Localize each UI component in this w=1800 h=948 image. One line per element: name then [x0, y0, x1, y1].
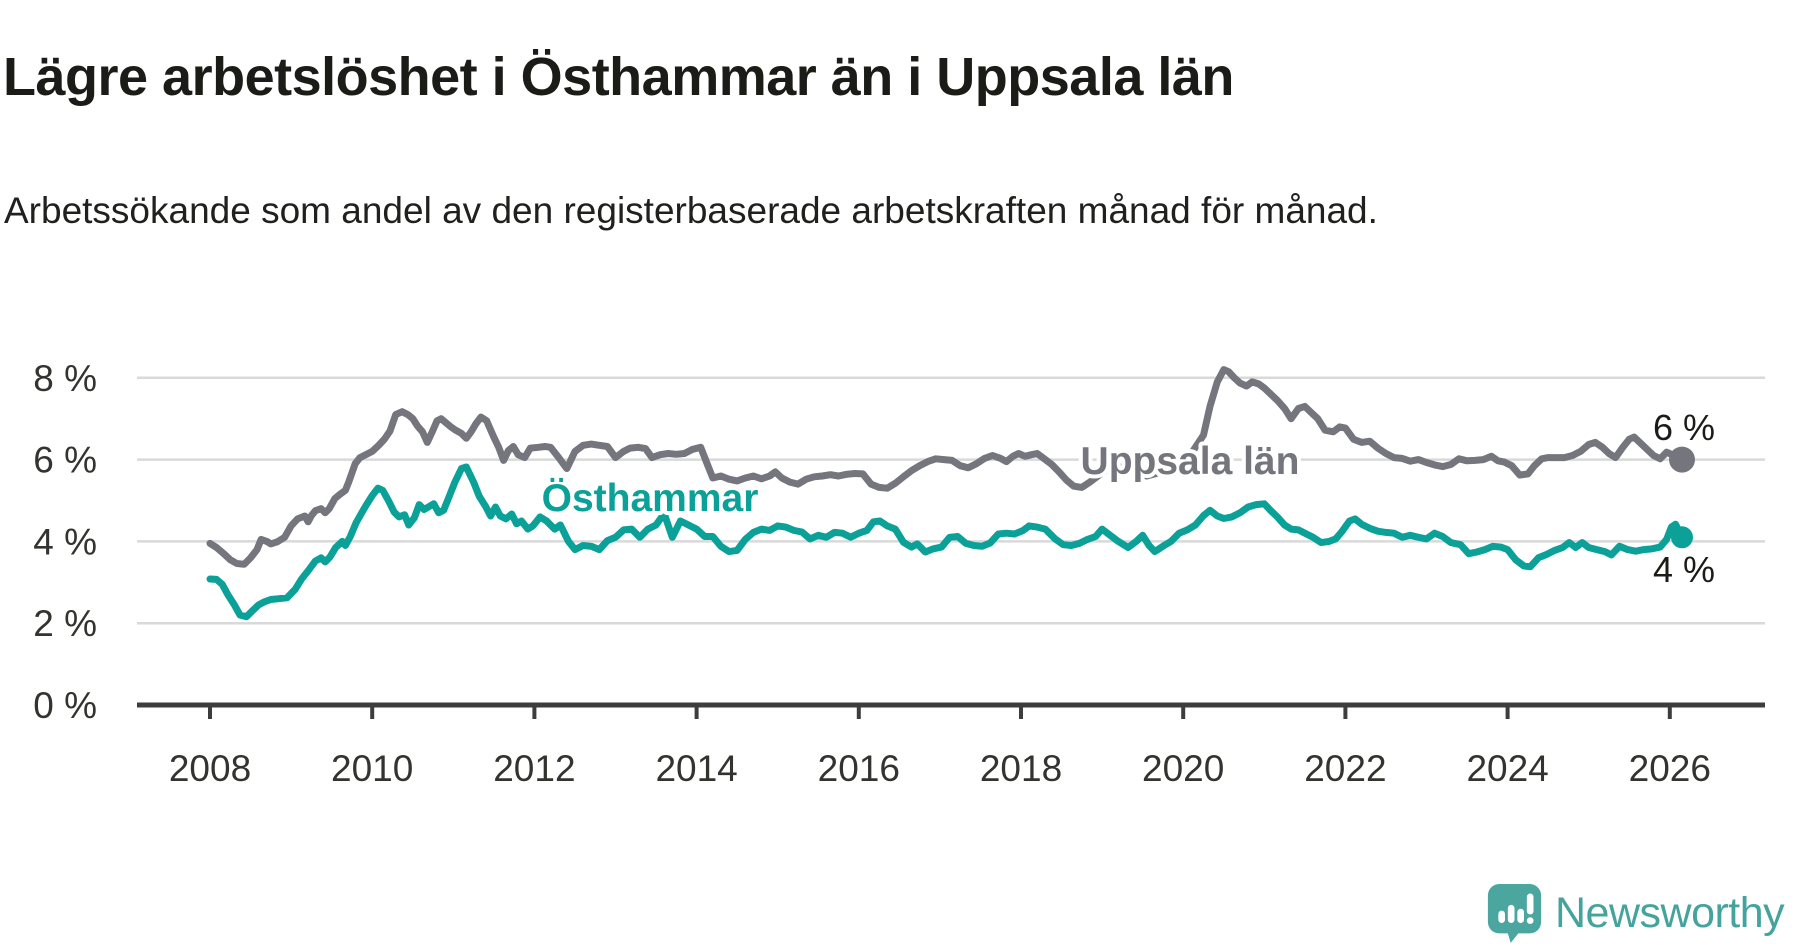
x-tick-label-2016: 2016 — [818, 748, 900, 789]
exclamation-dot — [1526, 917, 1534, 924]
x-tick-label-2014: 2014 — [655, 748, 737, 789]
chart-subtitle: Arbetssökande som andel av den registerb… — [4, 190, 1378, 231]
newsworthy-logo-icon — [1487, 884, 1542, 943]
x-tick-label-2018: 2018 — [980, 748, 1062, 789]
x-tick-label-2008: 2008 — [169, 748, 251, 789]
bar-2 — [1507, 904, 1515, 923]
y-tick-label-6: 6 % — [33, 440, 97, 481]
newsworthy-brand: Newsworthy — [1486, 882, 1785, 944]
y-tick-label-4: 4 % — [33, 521, 97, 562]
x-tick-label-2026: 2026 — [1629, 748, 1711, 789]
series-label-uppsala-l-n: Uppsala län — [1081, 440, 1300, 483]
x-tick-label-2012: 2012 — [493, 748, 575, 789]
brand-name: Newsworthy — [1555, 888, 1785, 937]
y-tick-label-8: 8 % — [33, 358, 97, 399]
series-end-dot--sthammar — [1671, 526, 1693, 549]
exclamation-bar — [1526, 893, 1534, 915]
series-end-value-label--sthammar: 4 % — [1653, 549, 1715, 590]
series-line--sthammar — [206, 463, 1686, 621]
page-title: Lägre arbetslöshet i Östhammar än i Upps… — [3, 47, 1234, 108]
x-tick-label-2022: 2022 — [1304, 748, 1386, 789]
x-tick-label-2010: 2010 — [331, 748, 413, 789]
x-tick-label-2024: 2024 — [1466, 748, 1548, 789]
bar-3 — [1517, 908, 1524, 923]
series-end-value-label-uppsala-l-n: 6 % — [1653, 407, 1715, 448]
y-tick-label-2: 2 % — [33, 603, 97, 644]
x-tick-label-2020: 2020 — [1142, 748, 1224, 789]
bar-1 — [1498, 910, 1505, 923]
series-line-uppsala-l-n — [206, 366, 1686, 568]
y-tick-label-0: 0 % — [33, 685, 97, 726]
series-end-dot-uppsala-l-n — [1669, 446, 1695, 473]
series-label--sthammar: Östhammar — [542, 477, 759, 520]
